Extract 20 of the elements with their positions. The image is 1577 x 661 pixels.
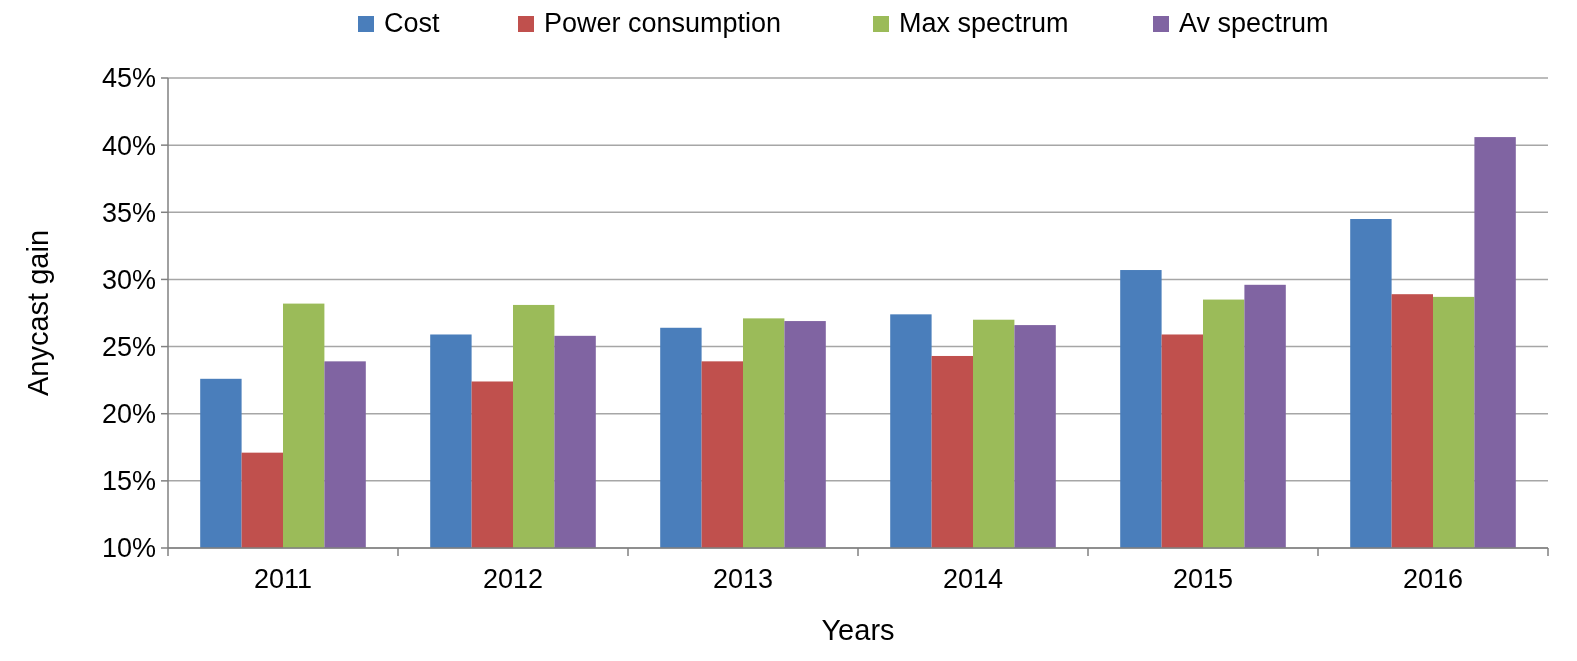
x-axis-title: Years — [821, 614, 895, 646]
legend-label: Av spectrum — [1179, 8, 1329, 38]
x-tick-label: 2012 — [482, 564, 544, 594]
legend-label: Max spectrum — [899, 8, 1069, 38]
y-tick-label: 15% — [101, 466, 156, 497]
y-tick-label: 40% — [101, 130, 156, 161]
y-axis-title: Anycast gain — [22, 229, 54, 397]
y-tick-label: 10% — [101, 533, 156, 564]
legend-label: Cost — [384, 8, 441, 38]
x-tick-label: 2014 — [942, 564, 1004, 594]
x-tick-label: 2013 — [712, 564, 774, 594]
x-tick-label: 2011 — [253, 564, 313, 594]
x-tick-label: 2015 — [1172, 564, 1234, 594]
legend-label: Power consumption — [544, 8, 782, 38]
y-tick-label: 45% — [101, 63, 156, 94]
y-tick-label: 30% — [101, 264, 156, 295]
y-tick-label: 35% — [101, 197, 156, 228]
x-tick-label: 2016 — [1402, 564, 1464, 594]
y-tick-label: 20% — [101, 399, 156, 430]
y-tick-label: 25% — [101, 332, 156, 363]
